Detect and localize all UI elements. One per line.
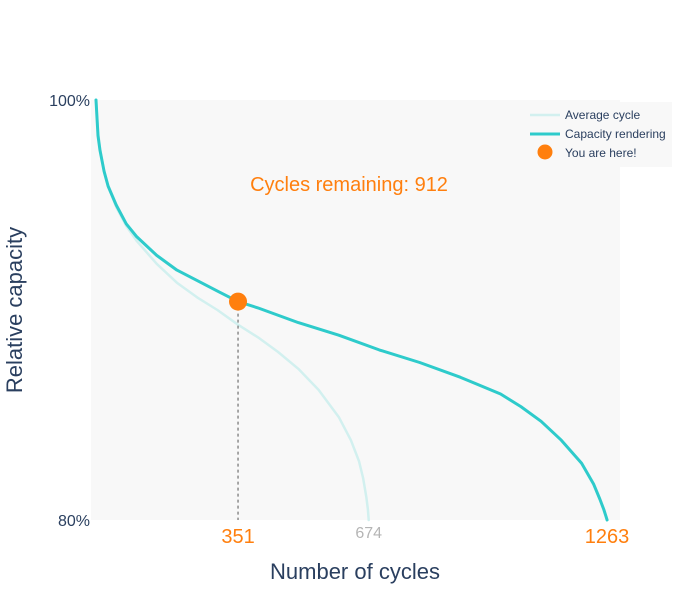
y-tick-label-bottom: 80% <box>58 513 90 530</box>
x-tick-label-674: 674 <box>355 525 382 542</box>
x-tick-label-1263: 1263 <box>585 526 630 548</box>
y-tick-label-top: 100% <box>49 93 90 110</box>
y-axis-title: Relative capacity <box>2 227 27 393</box>
legend-swatch-you-are-here <box>537 144 553 160</box>
x-tick-labels: 351 674 1263 <box>221 525 629 548</box>
legend-label-capacity-rendering[interactable]: Capacity rendering <box>565 127 666 141</box>
legend: Average cycle Capacity rendering You are… <box>527 102 672 167</box>
legend-label-average-cycle[interactable]: Average cycle <box>565 108 640 122</box>
x-tick-label-351: 351 <box>221 526 254 548</box>
legend-label-you-are-here[interactable]: You are here! <box>565 146 637 160</box>
you-are-here-marker[interactable] <box>229 292 248 311</box>
x-axis-title: Number of cycles <box>270 559 440 584</box>
capacity-rendering-line <box>94 98 609 522</box>
cycles-remaining-annotation: Cycles remaining: 912 <box>250 174 448 196</box>
series-lines-layer <box>94 98 609 522</box>
